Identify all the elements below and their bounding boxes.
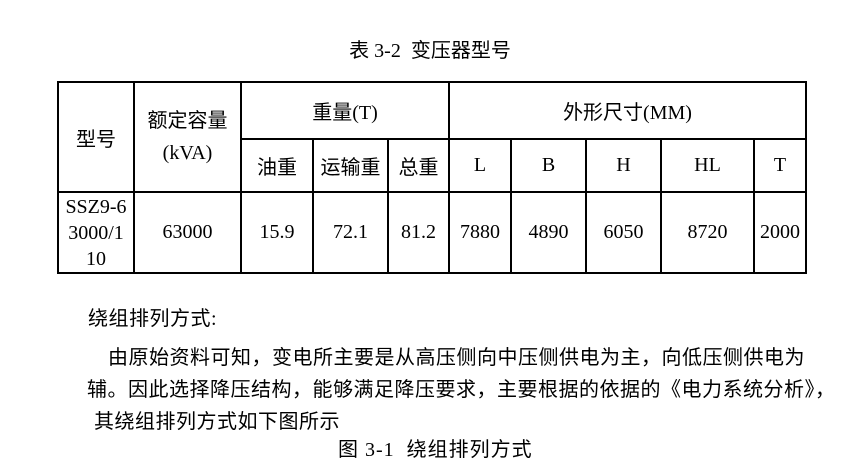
paragraph-line-1: 由原始资料可知，变电所主要是从高压侧向中压侧供电为主，向低压侧供电为 [108, 347, 805, 369]
figure-caption: 图 3-1 绕组排列方式 [338, 439, 533, 461]
cell-model-line1: SSZ9-6 [65, 195, 127, 218]
group-header-weight: 重量(T) [240, 81, 450, 140]
col-header-capacity-line2: (kVA) [162, 142, 213, 164]
subcol-header-oil-weight: 油重 [240, 138, 314, 193]
cell-H: 6050 [585, 191, 662, 274]
subcol-header-HL: HL [660, 138, 755, 193]
table-data-row: SSZ9-6 3000/1 10 63000 15.9 72.1 81.2 78… [57, 191, 808, 274]
cell-B: 4890 [510, 191, 587, 274]
cell-HL: 8720 [660, 191, 755, 274]
cell-T: 2000 [752, 191, 808, 274]
section-heading: 绕组排列方式: [88, 308, 218, 330]
cell-total-weight: 81.2 [387, 191, 450, 274]
col-header-capacity: 额定容量 (kVA) [133, 81, 242, 193]
cell-model: SSZ9-6 3000/1 10 [57, 191, 135, 274]
cell-oil-weight: 15.9 [240, 191, 314, 274]
transformer-spec-table: 型号 额定容量 (kVA) 重量(T) 外形尺寸(MM) 油重 运输重 总重 L… [57, 81, 808, 274]
subcol-header-T: T [752, 138, 808, 193]
paragraph-line-3: 其绕组排列方式如下图所示 [94, 411, 340, 433]
table-header-row-subcols: 油重 运输重 总重 L B H HL T [58, 138, 808, 193]
group-header-dimensions: 外形尺寸(MM) [447, 81, 808, 140]
cell-capacity: 63000 [133, 191, 242, 274]
table-title: 表 3-2 变压器型号 [349, 40, 511, 62]
subcol-header-H: H [585, 138, 662, 193]
subcol-header-L: L [448, 138, 512, 193]
subcol-header-B: B [510, 138, 587, 193]
cell-transport-weight: 72.1 [312, 191, 389, 274]
cell-L: 7880 [448, 191, 512, 274]
table-header-row-groups: 型号 额定容量 (kVA) 重量(T) 外形尺寸(MM) [57, 81, 808, 193]
cell-model-line3: 10 [86, 247, 106, 270]
col-header-capacity-line1: 额定容量 [147, 110, 228, 132]
subcol-header-transport-weight: 运输重 [312, 138, 389, 193]
col-header-model: 型号 [57, 81, 135, 193]
subcol-header-total-weight: 总重 [387, 138, 450, 193]
paragraph-line-2: 辅。因此选择降压结构，能够满足降压要求，主要根据的依据的《电力系统分析》， [87, 379, 836, 401]
cell-model-line2: 3000/1 [68, 221, 124, 244]
